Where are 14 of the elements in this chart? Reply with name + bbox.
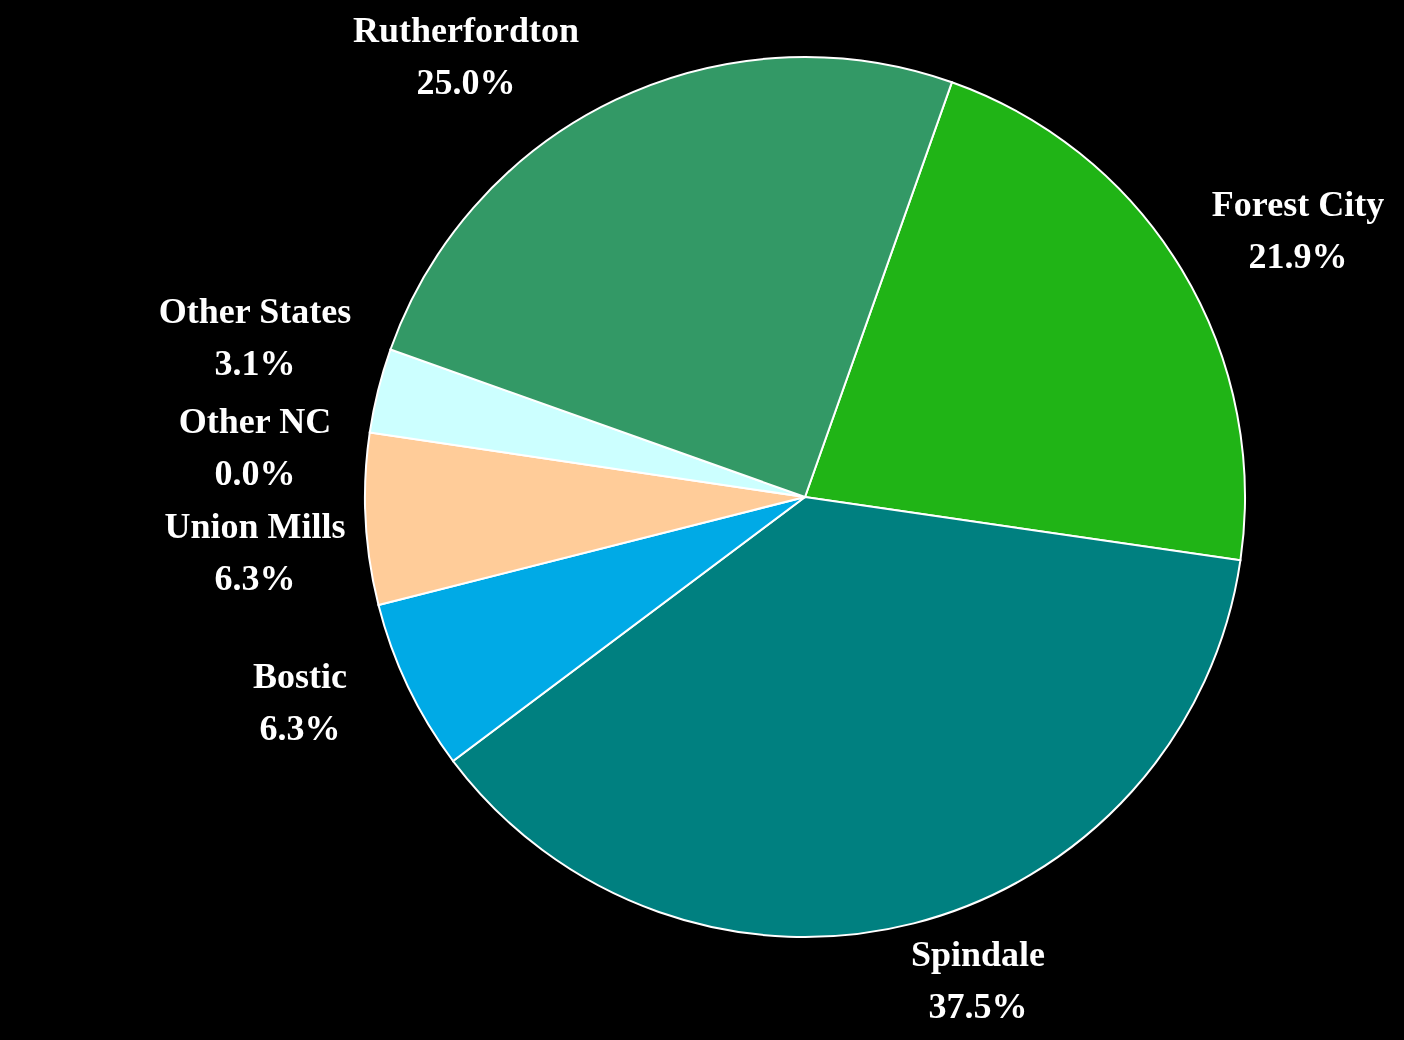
text: 0.0% xyxy=(214,453,296,493)
slice-label: Union Mills xyxy=(163,505,347,548)
data-label: 37.5% xyxy=(927,985,1029,1028)
slice-label: Other States xyxy=(157,290,353,333)
slice-label: Forest City xyxy=(1210,183,1386,226)
slice-label: Rutherfordton xyxy=(352,9,580,52)
data-label: 21.9% xyxy=(1247,235,1349,278)
data-label: 25.0% xyxy=(415,61,517,104)
data-label: 6.3% xyxy=(213,557,297,600)
category-label: Other NC xyxy=(178,401,332,441)
data-label: 6.3% xyxy=(258,707,342,750)
data-label: 3.1% xyxy=(213,342,297,385)
slice-label: Bostic xyxy=(252,655,348,698)
slice-label: Spindale xyxy=(909,933,1047,976)
